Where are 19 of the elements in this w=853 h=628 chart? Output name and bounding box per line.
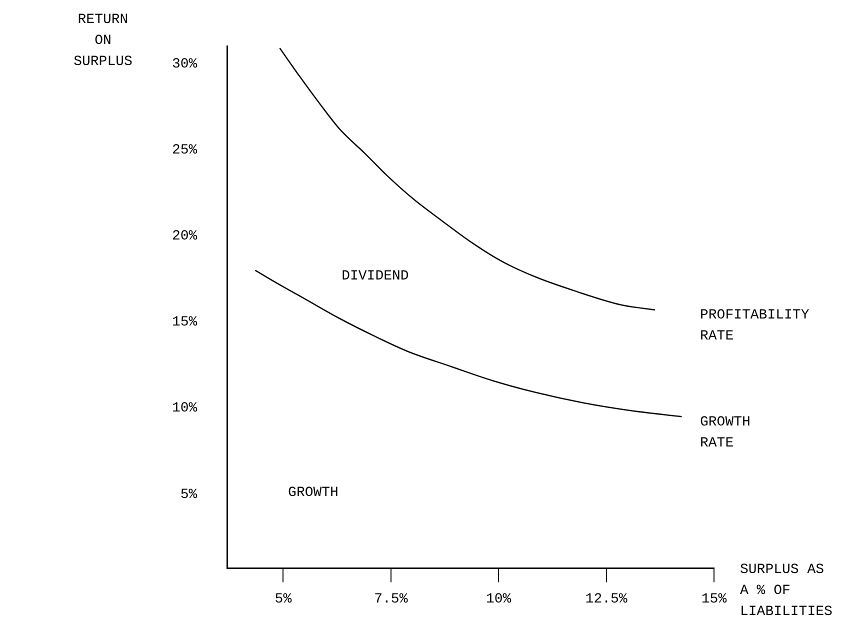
y-tick-label: 30% (172, 56, 198, 72)
line-series (254, 270, 682, 418)
x-tick-label: 5% (274, 591, 292, 608)
annotation: GROWTH (288, 485, 338, 502)
x-tick-label: 10% (486, 591, 512, 608)
y-tick-label: 15% (172, 314, 198, 331)
x-tick-label: 12.5% (585, 591, 628, 608)
x-tick-label: 15% (701, 591, 728, 608)
series-label: GROWTH RATE (700, 414, 750, 452)
y-tick-label: 5% (180, 486, 198, 503)
y-tick-label: 20% (172, 228, 198, 245)
line-series (279, 47, 656, 311)
x-tick-label: 7.5% (374, 591, 408, 608)
y-axis-title: RETURN ON SURPLUS (72, 11, 134, 72)
x-axis-title: SURPLUS AS A % OF LIABILITIES (740, 561, 834, 622)
y-tick-label: 25% (172, 142, 198, 158)
annotation: DIVIDEND (342, 268, 409, 285)
y-tick-label: 10% (172, 400, 198, 417)
text: PROFITABILITY RATE (700, 308, 810, 345)
